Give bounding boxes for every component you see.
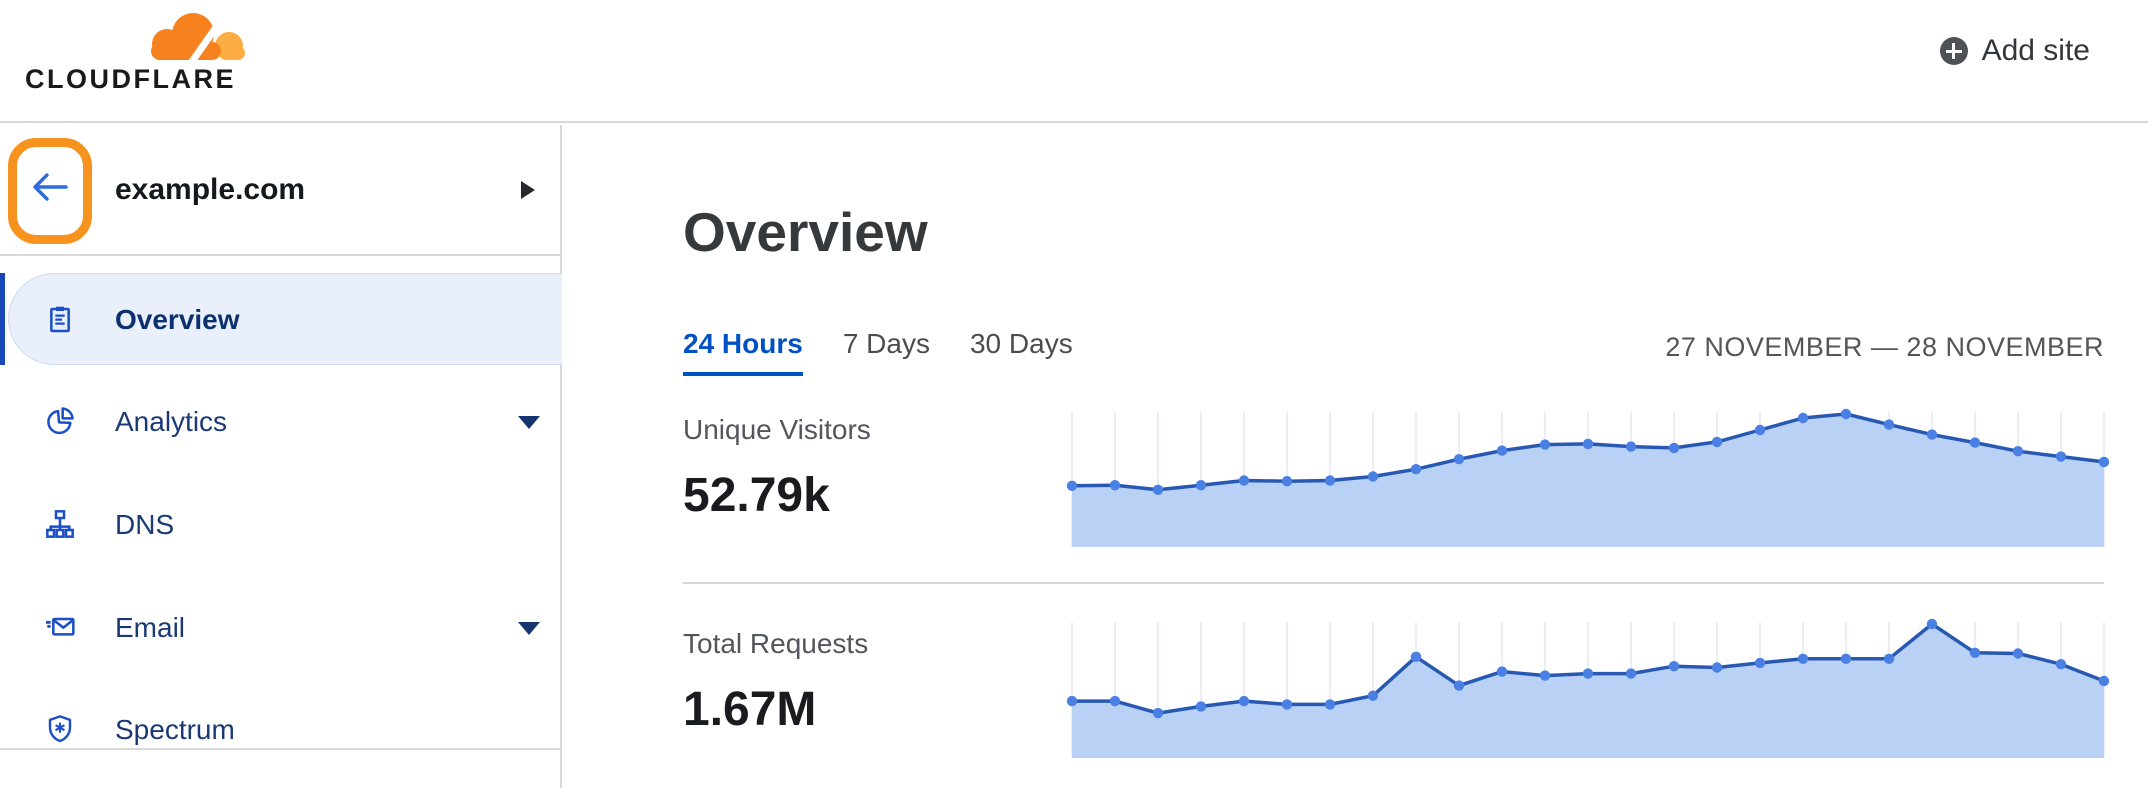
active-item-pill bbox=[8, 273, 562, 365]
shield-icon bbox=[44, 713, 76, 745]
sidebar-item-label: Spectrum bbox=[115, 714, 235, 745]
time-range-tabs: 24 Hours 7 Days 30 Days bbox=[683, 328, 1073, 376]
metric-label-unique-visitors: Unique Visitors bbox=[683, 414, 871, 445]
total-requests-chart bbox=[1066, 618, 2110, 758]
metric-label-total-requests: Total Requests bbox=[683, 628, 869, 659]
sidebar-item-spectrum[interactable]: Spectrum bbox=[0, 683, 562, 775]
unique-visitors-chart bbox=[1066, 408, 2110, 547]
sidebar: example.com Overview bbox=[0, 125, 562, 788]
chevron-right-icon bbox=[521, 181, 535, 199]
sidebar-divider bbox=[0, 748, 562, 750]
tab-30-days[interactable]: 30 Days bbox=[969, 328, 1073, 359]
cloudflare-wordmark: CLOUDFLARE bbox=[25, 64, 236, 94]
top-header: CLOUDFLARE Add site bbox=[0, 0, 2148, 123]
metrics-divider bbox=[683, 582, 2104, 584]
site-selector-row[interactable]: example.com bbox=[0, 125, 562, 254]
cloudflare-cloud-icon bbox=[151, 13, 245, 66]
network-icon bbox=[44, 508, 76, 540]
chevron-down-icon bbox=[518, 416, 540, 429]
metric-value-total-requests: 1.67M bbox=[683, 683, 817, 736]
add-site-label: Add site bbox=[1981, 34, 2090, 67]
sidebar-item-label: DNS bbox=[115, 509, 175, 540]
active-item-accent bbox=[0, 273, 5, 365]
sidebar-divider bbox=[0, 254, 562, 256]
sidebar-item-email[interactable]: Email bbox=[0, 581, 562, 673]
chevron-down-icon bbox=[518, 622, 540, 635]
clipboard-icon bbox=[44, 303, 76, 335]
add-site-button[interactable]: Add site bbox=[1939, 34, 2090, 68]
sidebar-item-label: Overview bbox=[115, 304, 240, 335]
back-button[interactable] bbox=[20, 157, 80, 217]
site-name: example.com bbox=[115, 173, 306, 206]
date-range-label: 27 NOVEMBER — 28 NOVEMBER bbox=[1665, 332, 2104, 362]
sidebar-item-overview[interactable]: Overview bbox=[0, 273, 562, 365]
envelope-icon bbox=[44, 611, 76, 643]
arrow-left-icon bbox=[33, 173, 68, 201]
sidebar-item-label: Analytics bbox=[115, 406, 228, 437]
metric-value-unique-visitors: 52.79k bbox=[683, 469, 830, 522]
tab-7-days[interactable]: 7 Days bbox=[842, 328, 930, 359]
sidebar-item-dns[interactable]: DNS bbox=[0, 478, 562, 570]
cloudflare-logo[interactable]: CLOUDFLARE bbox=[25, 6, 265, 96]
tab-24-hours[interactable]: 24 Hours bbox=[683, 328, 803, 376]
pie-chart-icon bbox=[44, 405, 76, 437]
plus-icon bbox=[1939, 37, 1968, 65]
page-title: Overview bbox=[683, 201, 928, 263]
sidebar-item-label: Email bbox=[115, 612, 186, 643]
sidebar-item-analytics[interactable]: Analytics bbox=[0, 375, 562, 467]
